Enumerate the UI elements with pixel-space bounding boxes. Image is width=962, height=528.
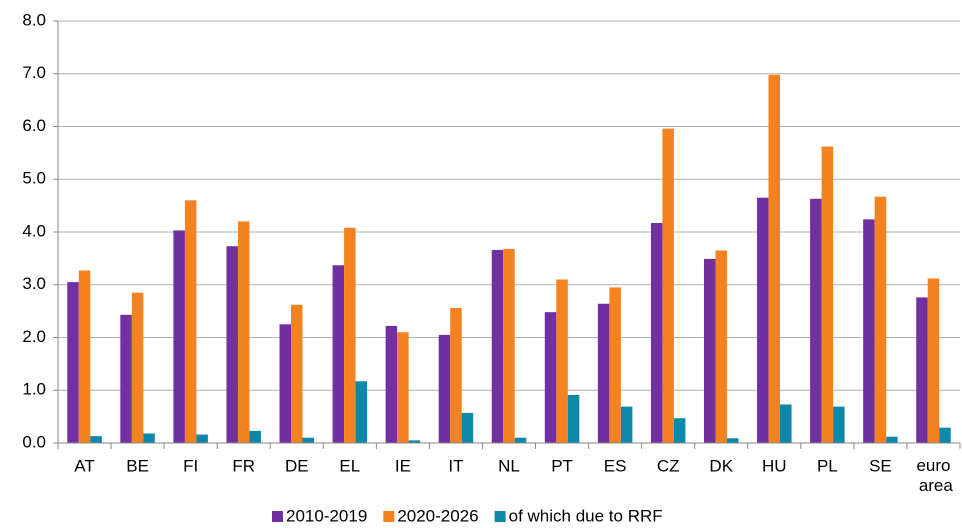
x-tick-label: HU <box>762 456 787 475</box>
x-tick-label: SE <box>869 456 892 475</box>
x-tick-label: IE <box>395 456 411 475</box>
bar <box>874 196 887 443</box>
bar <box>385 325 398 443</box>
bar <box>939 427 951 443</box>
bar <box>503 248 515 443</box>
bar <box>810 198 822 443</box>
x-tick-label: PT <box>551 456 573 475</box>
bar <box>450 307 462 443</box>
bar <box>715 250 727 443</box>
x-tick-label: DE <box>285 456 309 475</box>
legend-label: 2010-2019 <box>286 506 367 525</box>
bar <box>461 412 474 443</box>
y-tick-label: 0.0 <box>22 432 46 451</box>
x-tick-label: ES <box>604 456 627 475</box>
bar <box>620 406 633 443</box>
bar <box>120 314 132 443</box>
y-tick-label: 4.0 <box>22 221 46 240</box>
bar <box>556 279 568 443</box>
bar <box>237 221 250 443</box>
bar <box>78 270 91 443</box>
bar <box>673 418 686 443</box>
bar <box>438 334 451 443</box>
x-tick-label: IT <box>448 456 463 475</box>
legend-label: 2020-2026 <box>397 506 478 525</box>
x-tick-label: BE <box>126 456 149 475</box>
bar <box>90 436 102 443</box>
bar <box>703 258 716 443</box>
bar <box>291 304 303 443</box>
bar <box>279 324 292 443</box>
bar <box>609 287 621 443</box>
bar <box>514 437 527 443</box>
bar <box>397 332 409 443</box>
bar <box>597 303 610 443</box>
bar <box>544 312 557 443</box>
x-tick-label-line: area <box>914 476 953 495</box>
bar <box>833 406 845 443</box>
bar <box>768 74 781 444</box>
bar <box>662 128 674 444</box>
x-tick-label: NL <box>498 456 520 475</box>
bar <box>249 430 261 443</box>
bar <box>184 200 197 443</box>
x-tick-label: FI <box>183 456 198 475</box>
bar <box>780 404 792 443</box>
legend-label: of which due to RRF <box>509 506 663 525</box>
y-tick-label: 3.0 <box>22 274 46 293</box>
x-tick-label: euro area <box>914 456 953 495</box>
bar <box>927 278 940 443</box>
y-tick-label: 1.0 <box>22 380 46 399</box>
bar <box>67 282 79 443</box>
bar <box>344 227 356 443</box>
y-tick-label: 6.0 <box>22 116 46 135</box>
x-tick-label: AT <box>74 456 94 475</box>
y-tick-label: 2.0 <box>22 327 46 346</box>
bar <box>567 394 580 443</box>
bar <box>491 249 504 443</box>
x-tick-label-line: euro <box>916 456 950 475</box>
bar <box>916 297 928 443</box>
y-tick-label: 5.0 <box>22 169 46 188</box>
bar <box>757 197 769 443</box>
legend-swatch <box>494 511 506 522</box>
y-tick-label: 8.0 <box>22 10 46 29</box>
bar <box>196 434 208 443</box>
legend-swatch <box>383 511 395 522</box>
bar <box>863 219 875 443</box>
x-tick-label: PL <box>817 456 838 475</box>
y-tick-label: 7.0 <box>22 63 46 82</box>
bar <box>408 440 421 443</box>
bar <box>821 146 834 444</box>
bar <box>886 436 898 443</box>
bar <box>131 292 144 443</box>
bar <box>143 433 155 443</box>
bar <box>726 438 739 443</box>
legend-swatch <box>272 511 283 522</box>
bar <box>355 381 368 443</box>
bar <box>173 230 185 443</box>
x-tick-label: CZ <box>657 456 680 475</box>
x-tick-label: FR <box>232 456 255 475</box>
x-tick-label: EL <box>339 456 360 475</box>
bar <box>650 223 663 443</box>
bar <box>302 437 315 443</box>
bar <box>332 265 345 443</box>
x-tick-label: DK <box>709 456 733 475</box>
bar <box>226 246 238 443</box>
